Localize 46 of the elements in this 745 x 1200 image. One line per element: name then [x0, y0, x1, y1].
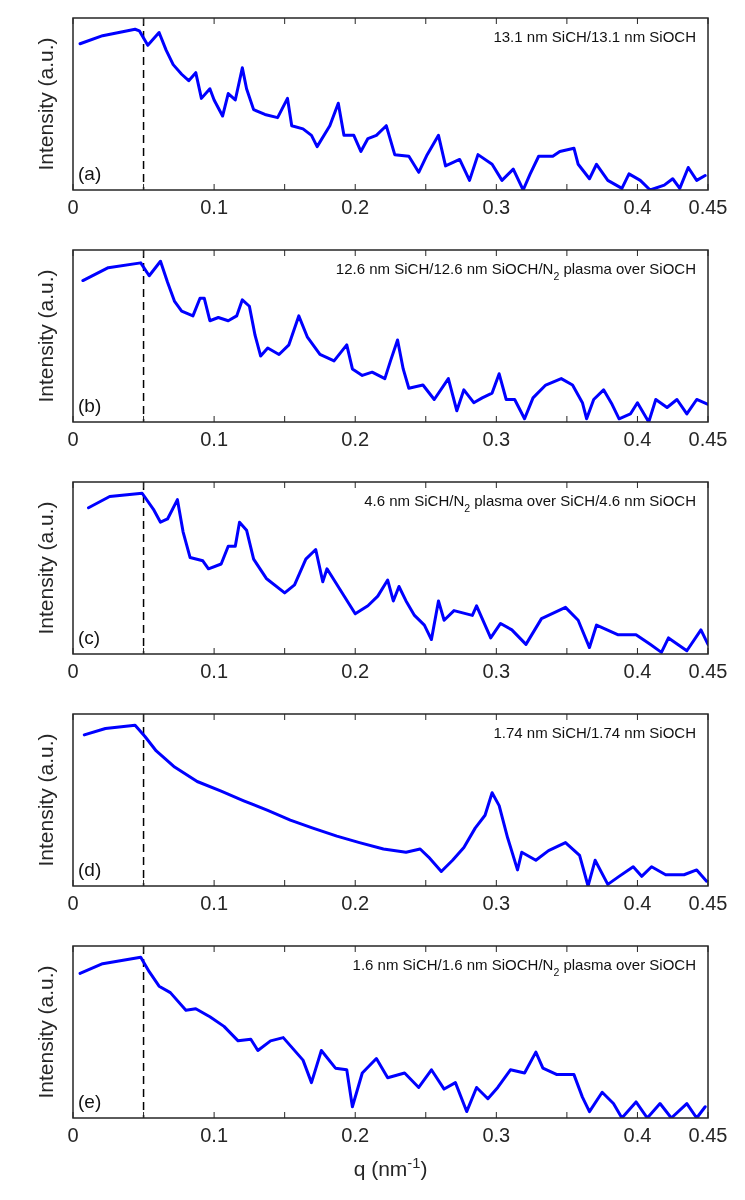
annotation: (d): [78, 859, 102, 880]
x-tick-label: 0.2: [341, 196, 370, 218]
y-axis-title: Intensity (a.u.): [34, 37, 57, 171]
x-tick-label: 0: [67, 428, 79, 450]
y-axis-title: Intensity (a.u.): [34, 965, 57, 1099]
chart-title: 1.74 nm SiCH/1.74 nm SiOCH: [493, 724, 696, 741]
x-tick-label: 0.3: [482, 660, 511, 682]
chart-title: 1.6 nm SiCH/1.6 nm SiOCH/N$_{2}$ plasma over SiOCH: [352, 956, 696, 978]
x-tick-label: 0.45: [688, 428, 728, 450]
chart-title: 13.1 nm SiCH/13.1 nm SiOCH: [493, 28, 696, 45]
annotation: (a): [78, 163, 102, 184]
x-tick-label: 0.1: [200, 428, 229, 450]
x-tick-label: 0.3: [482, 196, 511, 218]
annotation: (e): [78, 1091, 102, 1112]
x-tick-label: 0.45: [688, 660, 728, 682]
x-tick-label: 0.4: [623, 660, 652, 682]
y-axis-title: Intensity (a.u.): [34, 501, 57, 635]
x-axis-title: q (nm$^{-1}$): [353, 1155, 428, 1180]
chart-title: 12.6 nm SiCH/12.6 nm SiOCH/N$_{2}$ plasma over SiOCH: [335, 260, 696, 282]
y-axis-title: Intensity (a.u.): [34, 269, 57, 403]
x-tick-label: 0.3: [482, 892, 511, 914]
x-tick-label: 0.4: [623, 892, 652, 914]
x-tick-label: 0.3: [482, 1124, 511, 1146]
x-tick-label: 0: [67, 892, 79, 914]
annotation: (c): [78, 627, 101, 648]
annotation: (b): [78, 395, 102, 416]
x-tick-label: 0.45: [688, 1124, 728, 1146]
x-tick-label: 0.4: [623, 196, 652, 218]
x-tick-label: 0.2: [341, 1124, 370, 1146]
x-tick-label: 0.3: [482, 428, 511, 450]
x-tick-label: 0.2: [341, 892, 370, 914]
x-tick-label: 0.2: [341, 428, 370, 450]
x-tick-label: 0.1: [200, 660, 229, 682]
x-tick-label: 0.1: [200, 892, 229, 914]
x-tick-label: 0.45: [688, 196, 728, 218]
chart-title: 4.6 nm SiCH/N$_{2}$ plasma over SiCH/4.6 nm SiOCH: [364, 492, 696, 514]
x-tick-label: 0: [67, 1124, 79, 1146]
x-tick-label: 0.1: [200, 1124, 229, 1146]
x-tick-label: 0.1: [200, 196, 229, 218]
x-tick-label: 0.4: [623, 428, 652, 450]
x-tick-label: 0.45: [688, 892, 728, 914]
x-tick-label: 0.2: [341, 660, 370, 682]
y-axis-title: Intensity (a.u.): [34, 733, 57, 867]
x-tick-label: 0.4: [623, 1124, 652, 1146]
x-tick-label: 0: [67, 196, 79, 218]
x-tick-label: 0: [67, 660, 79, 682]
